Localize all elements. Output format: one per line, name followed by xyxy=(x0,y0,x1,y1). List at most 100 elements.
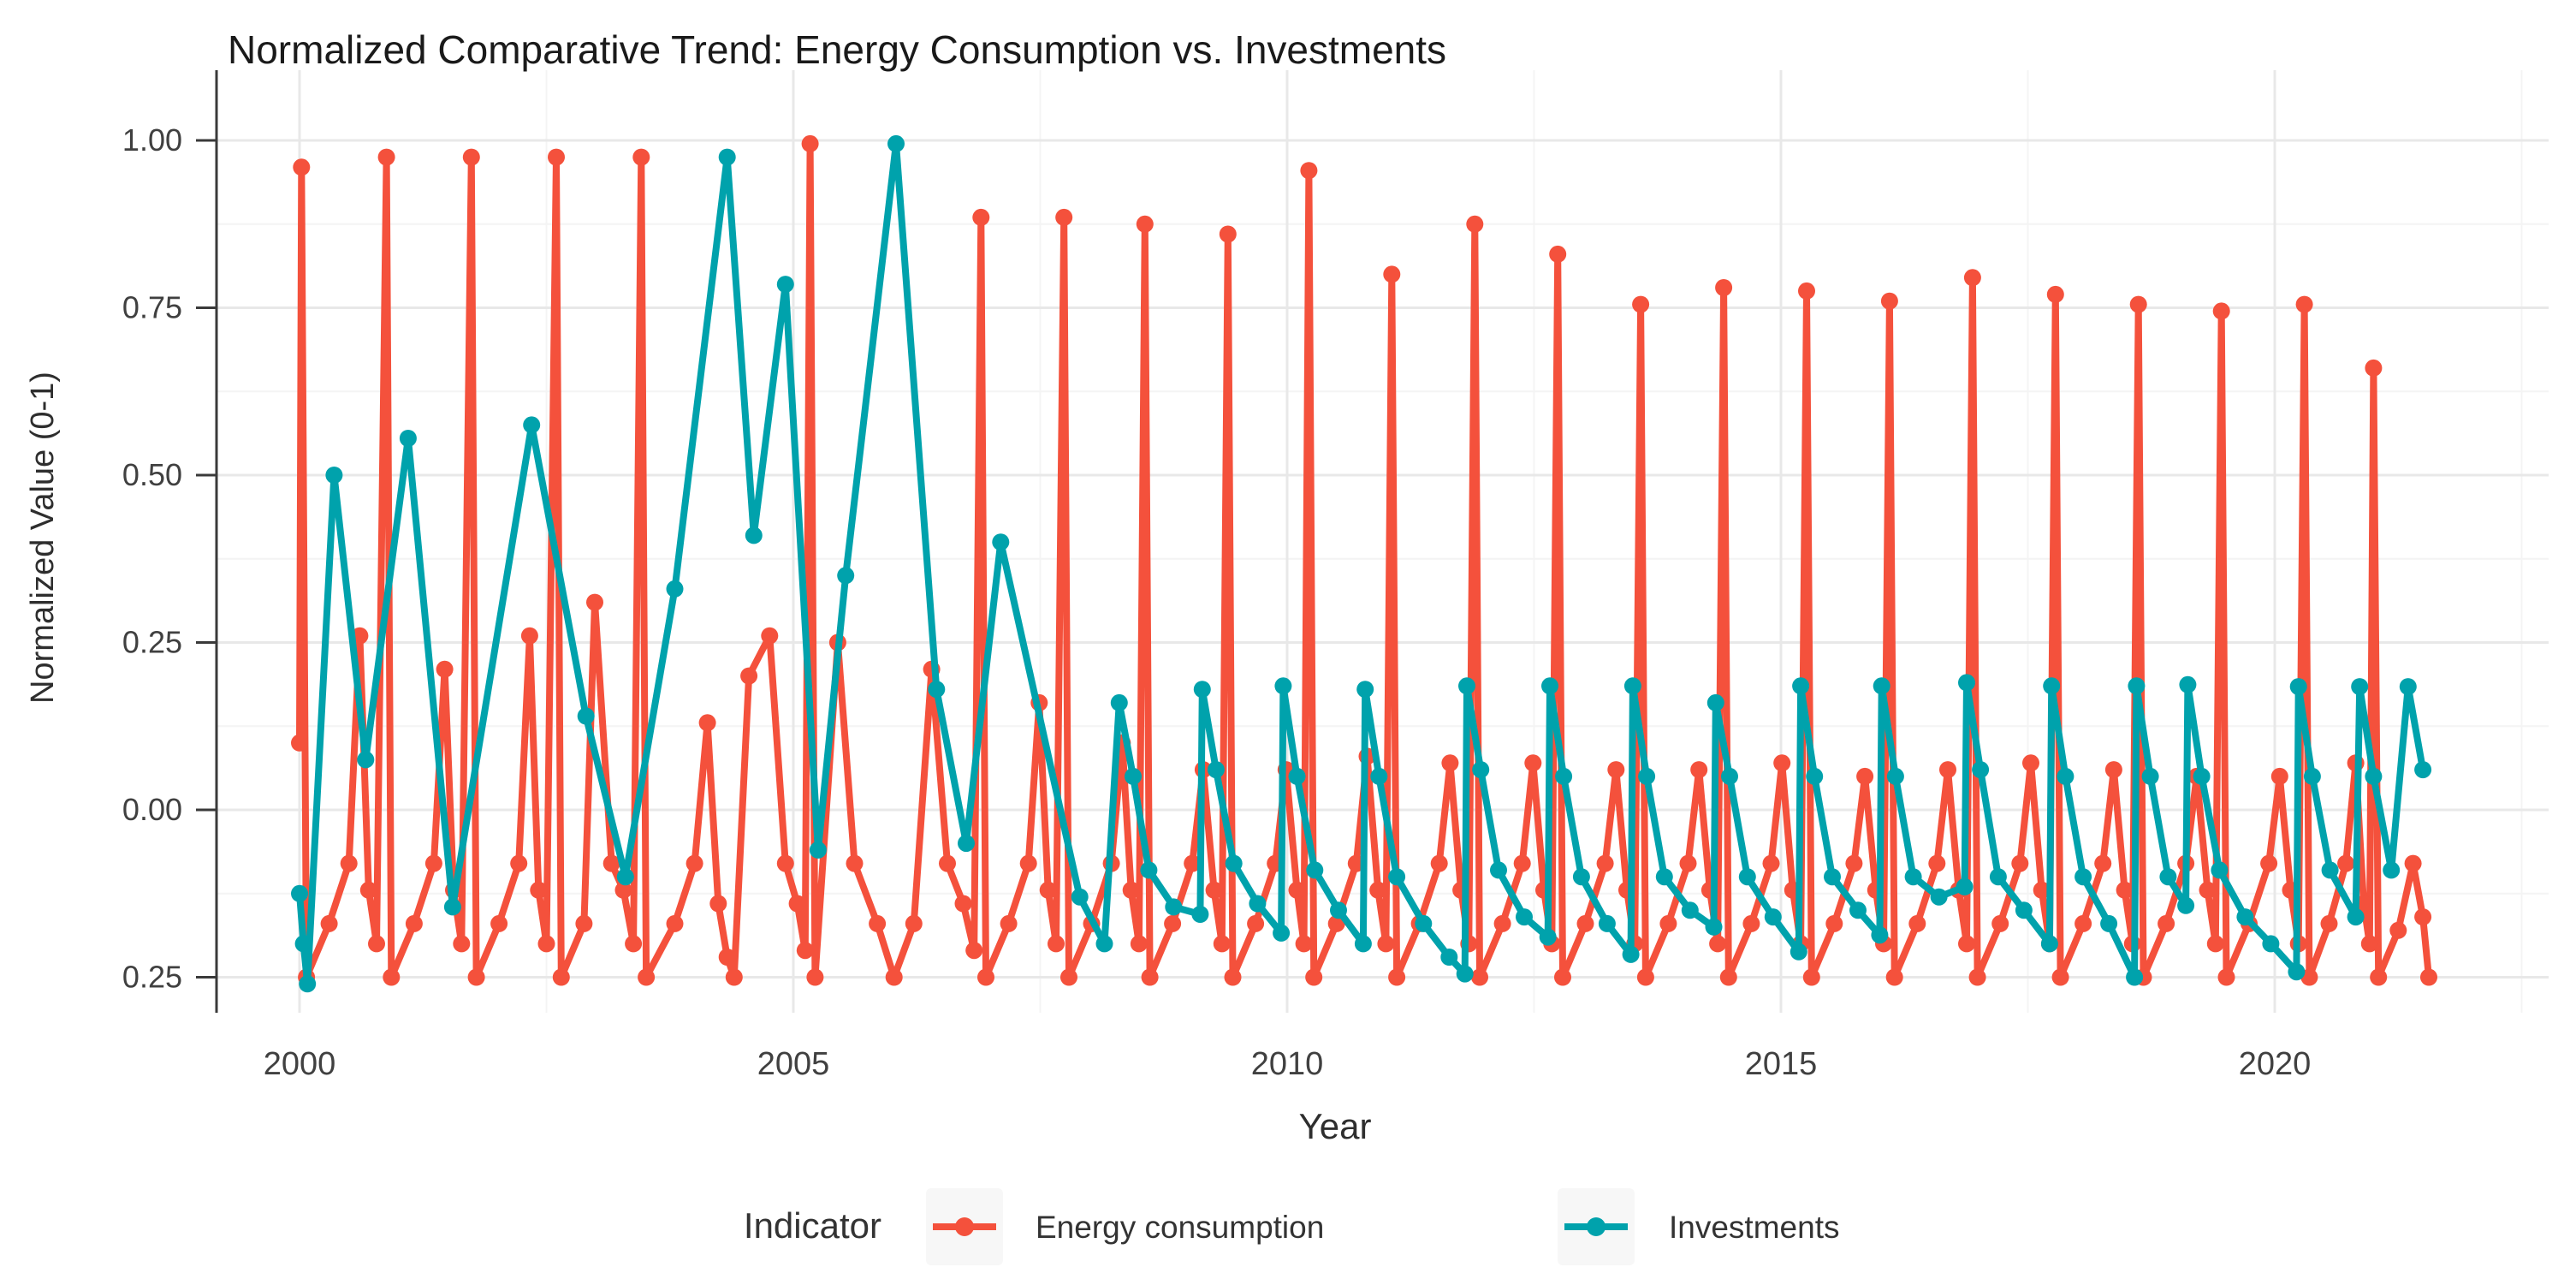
data-point-energy[interactable] xyxy=(320,914,338,932)
data-point-investments[interactable] xyxy=(1792,677,1810,695)
data-point-energy[interactable] xyxy=(1856,767,1874,785)
data-point-energy[interactable] xyxy=(1122,881,1140,899)
data-point-investments[interactable] xyxy=(1555,767,1573,785)
data-point-energy[interactable] xyxy=(1224,968,1242,986)
data-point-energy[interactable] xyxy=(788,895,806,913)
data-point-energy[interactable] xyxy=(698,714,716,732)
data-point-energy[interactable] xyxy=(666,914,684,932)
data-point-investments[interactable] xyxy=(718,148,736,166)
data-point-investments[interactable] xyxy=(1705,918,1723,936)
data-point-investments[interactable] xyxy=(1165,898,1183,916)
data-point-investments[interactable] xyxy=(2015,901,2033,919)
data-point-investments[interactable] xyxy=(1623,677,1641,695)
data-point-energy[interactable] xyxy=(954,895,972,913)
data-point-investments[interactable] xyxy=(958,835,975,853)
data-point-energy[interactable] xyxy=(869,914,887,932)
data-point-energy[interactable] xyxy=(1659,914,1677,932)
data-point-investments[interactable] xyxy=(1273,924,1291,942)
data-point-investments[interactable] xyxy=(2414,761,2432,779)
data-point-investments[interactable] xyxy=(2074,868,2092,886)
data-point-investments[interactable] xyxy=(325,467,343,484)
data-point-investments[interactable] xyxy=(2057,767,2074,785)
data-point-investments[interactable] xyxy=(1886,767,1904,785)
series-line-energy[interactable] xyxy=(296,140,2432,981)
data-point-investments[interactable] xyxy=(1849,901,1867,919)
data-point-energy[interactable] xyxy=(377,148,395,166)
data-point-investments[interactable] xyxy=(1191,906,1209,923)
data-point-energy[interactable] xyxy=(1493,914,1511,932)
data-point-investments[interactable] xyxy=(2365,767,2383,785)
data-point-energy[interactable] xyxy=(2414,908,2432,926)
data-point-investments[interactable] xyxy=(1388,868,1406,886)
data-point-energy[interactable] xyxy=(293,158,311,176)
data-point-investments[interactable] xyxy=(2211,861,2229,879)
data-point-investments[interactable] xyxy=(1706,693,1724,711)
data-point-energy[interactable] xyxy=(1991,914,2009,932)
data-point-energy[interactable] xyxy=(2365,359,2383,377)
data-point-energy[interactable] xyxy=(1845,854,1863,872)
data-point-energy[interactable] xyxy=(625,935,643,953)
data-point-energy[interactable] xyxy=(1130,935,1148,953)
data-point-energy[interactable] xyxy=(1060,968,1077,986)
data-point-investments[interactable] xyxy=(1904,868,1922,886)
data-point-investments[interactable] xyxy=(1071,888,1089,906)
data-point-investments[interactable] xyxy=(1989,868,2007,886)
data-point-energy[interactable] xyxy=(359,881,377,899)
data-point-energy[interactable] xyxy=(2337,854,2355,872)
data-point-investments[interactable] xyxy=(1790,943,1807,961)
data-point-energy[interactable] xyxy=(1288,881,1306,899)
data-point-investments[interactable] xyxy=(1490,861,1507,879)
data-point-energy[interactable] xyxy=(1709,935,1727,953)
data-point-investments[interactable] xyxy=(1274,677,1292,695)
data-point-investments[interactable] xyxy=(2321,861,2339,879)
data-point-energy[interactable] xyxy=(1632,295,1650,313)
data-point-investments[interactable] xyxy=(1288,767,1306,785)
data-point-energy[interactable] xyxy=(575,914,593,932)
data-point-energy[interactable] xyxy=(291,734,308,752)
data-point-investments[interactable] xyxy=(1225,854,1243,872)
data-point-energy[interactable] xyxy=(1742,914,1760,932)
data-point-energy[interactable] xyxy=(1164,914,1182,932)
data-point-energy[interactable] xyxy=(548,148,565,166)
data-point-investments[interactable] xyxy=(2193,767,2211,785)
data-point-energy[interactable] xyxy=(1636,968,1654,986)
data-point-energy[interactable] xyxy=(1607,761,1625,779)
data-point-energy[interactable] xyxy=(602,854,620,872)
data-point-energy[interactable] xyxy=(2212,302,2230,320)
data-point-investments[interactable] xyxy=(2399,678,2417,696)
data-point-energy[interactable] xyxy=(725,968,743,986)
legend-item-energy[interactable]: Energy consumption xyxy=(926,1188,1324,1265)
data-point-energy[interactable] xyxy=(436,660,454,678)
data-point-energy[interactable] xyxy=(1213,935,1231,953)
data-point-investments[interactable] xyxy=(1458,677,1475,695)
data-point-investments[interactable] xyxy=(2347,908,2365,926)
data-point-energy[interactable] xyxy=(1466,215,1484,233)
data-point-investments[interactable] xyxy=(1456,965,1474,983)
data-point-investments[interactable] xyxy=(1655,868,1673,886)
data-point-energy[interactable] xyxy=(972,208,990,226)
data-point-energy[interactable] xyxy=(1141,968,1159,986)
data-point-energy[interactable] xyxy=(530,881,548,899)
data-point-investments[interactable] xyxy=(2262,935,2280,953)
data-point-investments[interactable] xyxy=(1516,908,1533,926)
data-point-energy[interactable] xyxy=(965,942,983,960)
data-point-energy[interactable] xyxy=(2420,968,2437,986)
data-point-energy[interactable] xyxy=(1471,968,1488,986)
data-point-energy[interactable] xyxy=(2046,285,2064,303)
data-point-energy[interactable] xyxy=(1762,854,1780,872)
data-point-energy[interactable] xyxy=(1773,754,1791,772)
data-point-energy[interactable] xyxy=(2051,968,2069,986)
data-point-energy[interactable] xyxy=(638,968,656,986)
data-point-investments[interactable] xyxy=(1956,877,1974,895)
data-point-investments[interactable] xyxy=(577,707,595,725)
data-point-energy[interactable] xyxy=(462,148,480,166)
data-point-investments[interactable] xyxy=(1415,914,1433,932)
data-point-energy[interactable] xyxy=(1039,881,1057,899)
data-point-energy[interactable] xyxy=(1596,854,1614,872)
data-point-energy[interactable] xyxy=(1880,292,1898,310)
data-point-energy[interactable] xyxy=(383,968,401,986)
data-point-investments[interactable] xyxy=(1541,677,1558,695)
data-point-energy[interactable] xyxy=(1885,968,1903,986)
data-point-energy[interactable] xyxy=(1247,914,1265,932)
data-point-energy[interactable] xyxy=(2404,854,2422,872)
